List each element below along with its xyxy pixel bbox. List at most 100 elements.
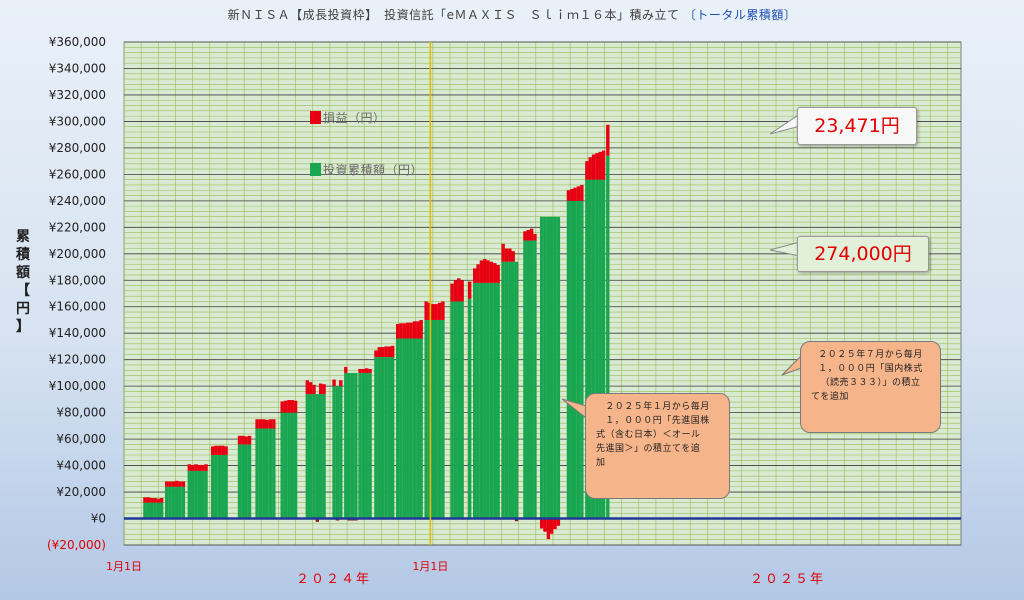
invest-bar <box>204 470 208 519</box>
profit-bar <box>272 419 276 429</box>
invest-bar <box>431 319 435 519</box>
profit-bar <box>365 368 369 373</box>
invest-bar <box>217 454 222 519</box>
profit-bar <box>368 368 372 373</box>
x-year-label-2024: ２０２４年 <box>296 572 372 587</box>
invest-bar <box>211 454 215 519</box>
callout-invest-total: 274,000円 <box>797 236 929 272</box>
note1-line: 加 <box>596 458 606 468</box>
invest-bar <box>280 412 284 519</box>
y-axis-title-char: 円 <box>16 301 30 317</box>
invest-bar <box>181 486 186 519</box>
y-tick-label: ¥260,000 <box>49 167 106 181</box>
profit-bar <box>149 498 154 503</box>
invest-bar <box>187 470 191 519</box>
profit-bar <box>585 161 589 180</box>
invest-bar <box>486 282 490 519</box>
profit-bar <box>486 260 490 283</box>
invest-bar <box>350 372 355 519</box>
invest-bar <box>566 200 571 519</box>
invest-bar <box>368 372 372 519</box>
invest-bar <box>601 179 606 519</box>
invest-bar <box>508 261 512 519</box>
profit-bar <box>412 321 417 339</box>
invest-bar <box>168 486 172 519</box>
y-tick-label: (¥20,000) <box>47 538 106 552</box>
invest-bar <box>511 261 515 519</box>
y-tick-label: ¥160,000 <box>49 300 106 314</box>
invest-bar <box>460 301 464 519</box>
invest-bar <box>287 412 291 519</box>
invest-bar <box>347 372 351 519</box>
invest-bar <box>504 261 509 519</box>
invest-bar <box>526 240 530 519</box>
profit-bar <box>268 419 273 429</box>
profit-bar <box>529 228 534 241</box>
invest-bar <box>221 454 225 519</box>
invest-bar <box>419 338 423 519</box>
note2-line: てを追加 <box>811 392 849 402</box>
profit-bar <box>214 445 218 455</box>
profit-bar <box>533 233 537 241</box>
invest-bar <box>374 357 378 519</box>
invest-bar <box>553 216 557 519</box>
profit-bar <box>287 400 291 413</box>
profit-bar <box>508 248 512 262</box>
profit-bar <box>450 283 454 302</box>
y-tick-label: ¥140,000 <box>49 326 106 340</box>
invest-bar <box>539 216 544 519</box>
profit-bar <box>427 302 432 320</box>
invest-bar <box>585 179 589 519</box>
loss-bar <box>556 518 561 526</box>
note1-line: １，０００円「先進国株 <box>605 416 710 426</box>
invest-bar <box>200 470 205 519</box>
y-tick-label: ¥60,000 <box>56 432 106 446</box>
y-tick-label: ¥180,000 <box>49 273 106 287</box>
invest-bar <box>332 386 336 519</box>
profit-bar <box>143 497 147 503</box>
profit-bar <box>221 445 225 455</box>
profit-bar <box>441 301 445 320</box>
profit-bar <box>293 400 298 413</box>
note2-line: ２０２５年７月から毎月 <box>818 350 923 360</box>
profit-bar <box>200 464 205 471</box>
invest-bar <box>598 179 602 519</box>
x-tick-label: 1月1日 <box>106 560 142 573</box>
profit-bar <box>453 280 458 302</box>
legend-swatch-invest <box>310 163 321 176</box>
invest-bar <box>361 372 366 519</box>
invest-bar <box>476 282 480 519</box>
invest-bar <box>390 357 395 519</box>
profit-bar <box>409 322 413 339</box>
invest-bar <box>308 394 313 519</box>
profit-bar <box>424 301 428 320</box>
invest-bar <box>272 428 276 519</box>
profit-bar <box>493 263 497 283</box>
invest-bar <box>573 200 577 519</box>
profit-bar <box>573 187 577 201</box>
invest-bar <box>387 357 392 519</box>
profit-bar <box>283 400 288 413</box>
invest-bar <box>159 502 164 519</box>
invest-bar <box>424 319 428 519</box>
invest-bar <box>312 394 316 519</box>
invest-bar <box>437 319 442 519</box>
y-tick-label: ¥80,000 <box>56 406 106 420</box>
invest-bar <box>156 502 161 519</box>
invest-bar <box>224 454 228 519</box>
invest-bar <box>591 179 596 519</box>
profit-bar <box>374 350 378 358</box>
profit-bar <box>526 229 530 241</box>
profit-bar <box>501 243 505 262</box>
invest-bar <box>322 394 326 519</box>
profit-bar <box>467 281 472 299</box>
profit-bar <box>576 186 581 201</box>
profit-bar <box>237 435 242 445</box>
profit-bar <box>358 368 362 373</box>
invest-bar <box>283 412 288 519</box>
profit-bar <box>473 268 477 283</box>
profit-bar <box>504 248 509 262</box>
profit-bar <box>339 380 343 387</box>
callout-pointer-profit <box>770 113 800 135</box>
